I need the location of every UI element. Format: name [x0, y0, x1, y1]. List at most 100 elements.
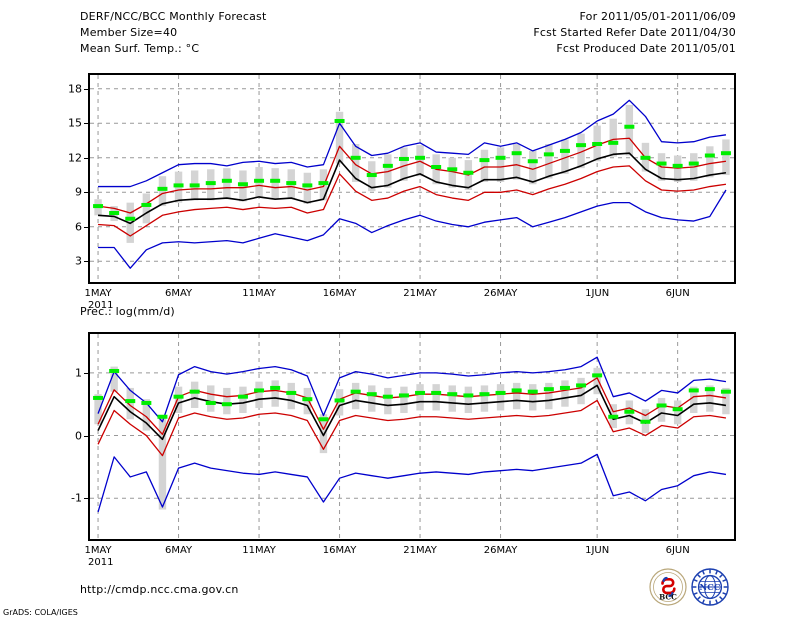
series-median — [97, 152, 727, 225]
range-bar — [706, 385, 714, 412]
mean-marker — [125, 216, 136, 221]
range-bar — [158, 176, 167, 207]
range-bar — [190, 381, 199, 408]
x-tick-year: 2011 — [88, 557, 114, 568]
mean-marker — [431, 390, 442, 395]
range-bar — [480, 149, 489, 182]
mean-marker — [543, 387, 554, 392]
series-min — [98, 189, 727, 269]
mean-marker — [672, 163, 683, 168]
mean-marker — [576, 383, 587, 388]
mean-marker — [382, 163, 393, 168]
series-q1 — [97, 399, 727, 457]
mean-marker — [302, 183, 313, 188]
mean-marker — [495, 390, 506, 395]
range-bar — [239, 386, 247, 413]
x-tick-year: 2011 — [88, 300, 114, 311]
x-tick-label: 26MAY — [483, 545, 518, 556]
range-bar — [271, 168, 279, 200]
y-tick-mark — [84, 435, 89, 437]
header-member-size: Member Size=40 — [80, 26, 178, 39]
x-tick-label: 1MAY — [84, 545, 112, 556]
grads-credit: GrADS: COLA/IGES — [3, 608, 78, 617]
mean-marker — [141, 202, 152, 207]
mean-marker — [109, 368, 120, 373]
y-tick-label: 15 — [68, 116, 82, 130]
mean-marker — [270, 385, 281, 390]
range-bar — [722, 139, 730, 176]
x-tick-label: 6JUN — [665, 545, 690, 556]
range-bar — [512, 382, 521, 410]
precipitation-axis-title: Prec.: log(mm/d) — [80, 305, 175, 318]
mean-marker — [415, 390, 426, 395]
ncc-logo: NCC — [691, 568, 729, 606]
range-bar — [110, 366, 118, 392]
range-bar — [416, 384, 424, 411]
mean-marker — [254, 388, 265, 393]
range-bar — [432, 384, 440, 411]
y-tick-label: 9 — [75, 185, 82, 199]
mean-marker — [157, 186, 168, 191]
range-bar — [368, 385, 376, 412]
mean-marker — [527, 389, 538, 394]
range-bar — [561, 380, 569, 407]
mean-marker — [608, 414, 619, 419]
range-bar — [529, 384, 537, 411]
range-bar — [512, 144, 521, 180]
svg-text:NCC: NCC — [700, 582, 721, 592]
mean-marker — [640, 155, 651, 160]
mean-marker — [334, 119, 345, 123]
y-tick-mark — [84, 261, 89, 263]
mean-marker — [415, 155, 426, 160]
y-tick-label: 12 — [68, 151, 82, 165]
mean-marker — [109, 211, 120, 215]
y-tick-mark — [84, 157, 89, 159]
range-bar — [545, 144, 553, 179]
mean-marker — [576, 143, 587, 148]
y-tick-mark — [84, 88, 89, 90]
range-bar — [496, 384, 505, 411]
mean-marker — [656, 161, 667, 166]
mean-marker — [237, 394, 248, 399]
mean-marker — [302, 397, 313, 402]
y-tick-label: -1 — [71, 491, 82, 505]
series-median — [97, 384, 727, 441]
mean-marker — [624, 124, 635, 129]
mean-marker — [672, 407, 683, 412]
mean-marker — [221, 178, 232, 183]
mean-marker — [495, 155, 506, 160]
range-bar — [207, 385, 215, 412]
footer-url[interactable]: http://cmdp.ncc.cma.gov.cn — [80, 583, 239, 596]
mean-marker — [157, 414, 168, 419]
range-bar — [706, 146, 714, 178]
header-refer-date: Fcst Started Refer Date 2011/04/30 — [533, 26, 736, 39]
y-tick-mark — [84, 226, 89, 228]
range-bar — [464, 386, 473, 413]
mean-marker — [463, 170, 474, 175]
range-bar — [448, 385, 456, 412]
y-tick-mark — [84, 498, 89, 500]
mean-marker — [511, 388, 522, 393]
range-bar — [319, 414, 328, 454]
x-tick-label: 16MAY — [322, 545, 357, 556]
range-bar — [174, 386, 183, 413]
y-tick-mark — [84, 123, 89, 125]
range-bar — [384, 387, 392, 415]
series-max — [98, 99, 727, 188]
x-tick-label: 26MAY — [483, 288, 518, 299]
mean-marker — [318, 417, 329, 422]
y-tick-label: 6 — [75, 220, 82, 234]
range-bar — [577, 377, 585, 405]
series-q1 — [98, 165, 727, 237]
range-bar — [480, 385, 489, 412]
range-bar — [303, 172, 312, 204]
mean-marker — [125, 399, 136, 404]
mean-marker — [350, 389, 361, 394]
range-bar — [287, 382, 295, 410]
range-bar — [400, 386, 408, 413]
mean-marker — [463, 393, 474, 398]
mean-marker — [720, 389, 731, 394]
bcc-logo: BCC — [649, 568, 687, 606]
range-bar — [690, 386, 698, 413]
